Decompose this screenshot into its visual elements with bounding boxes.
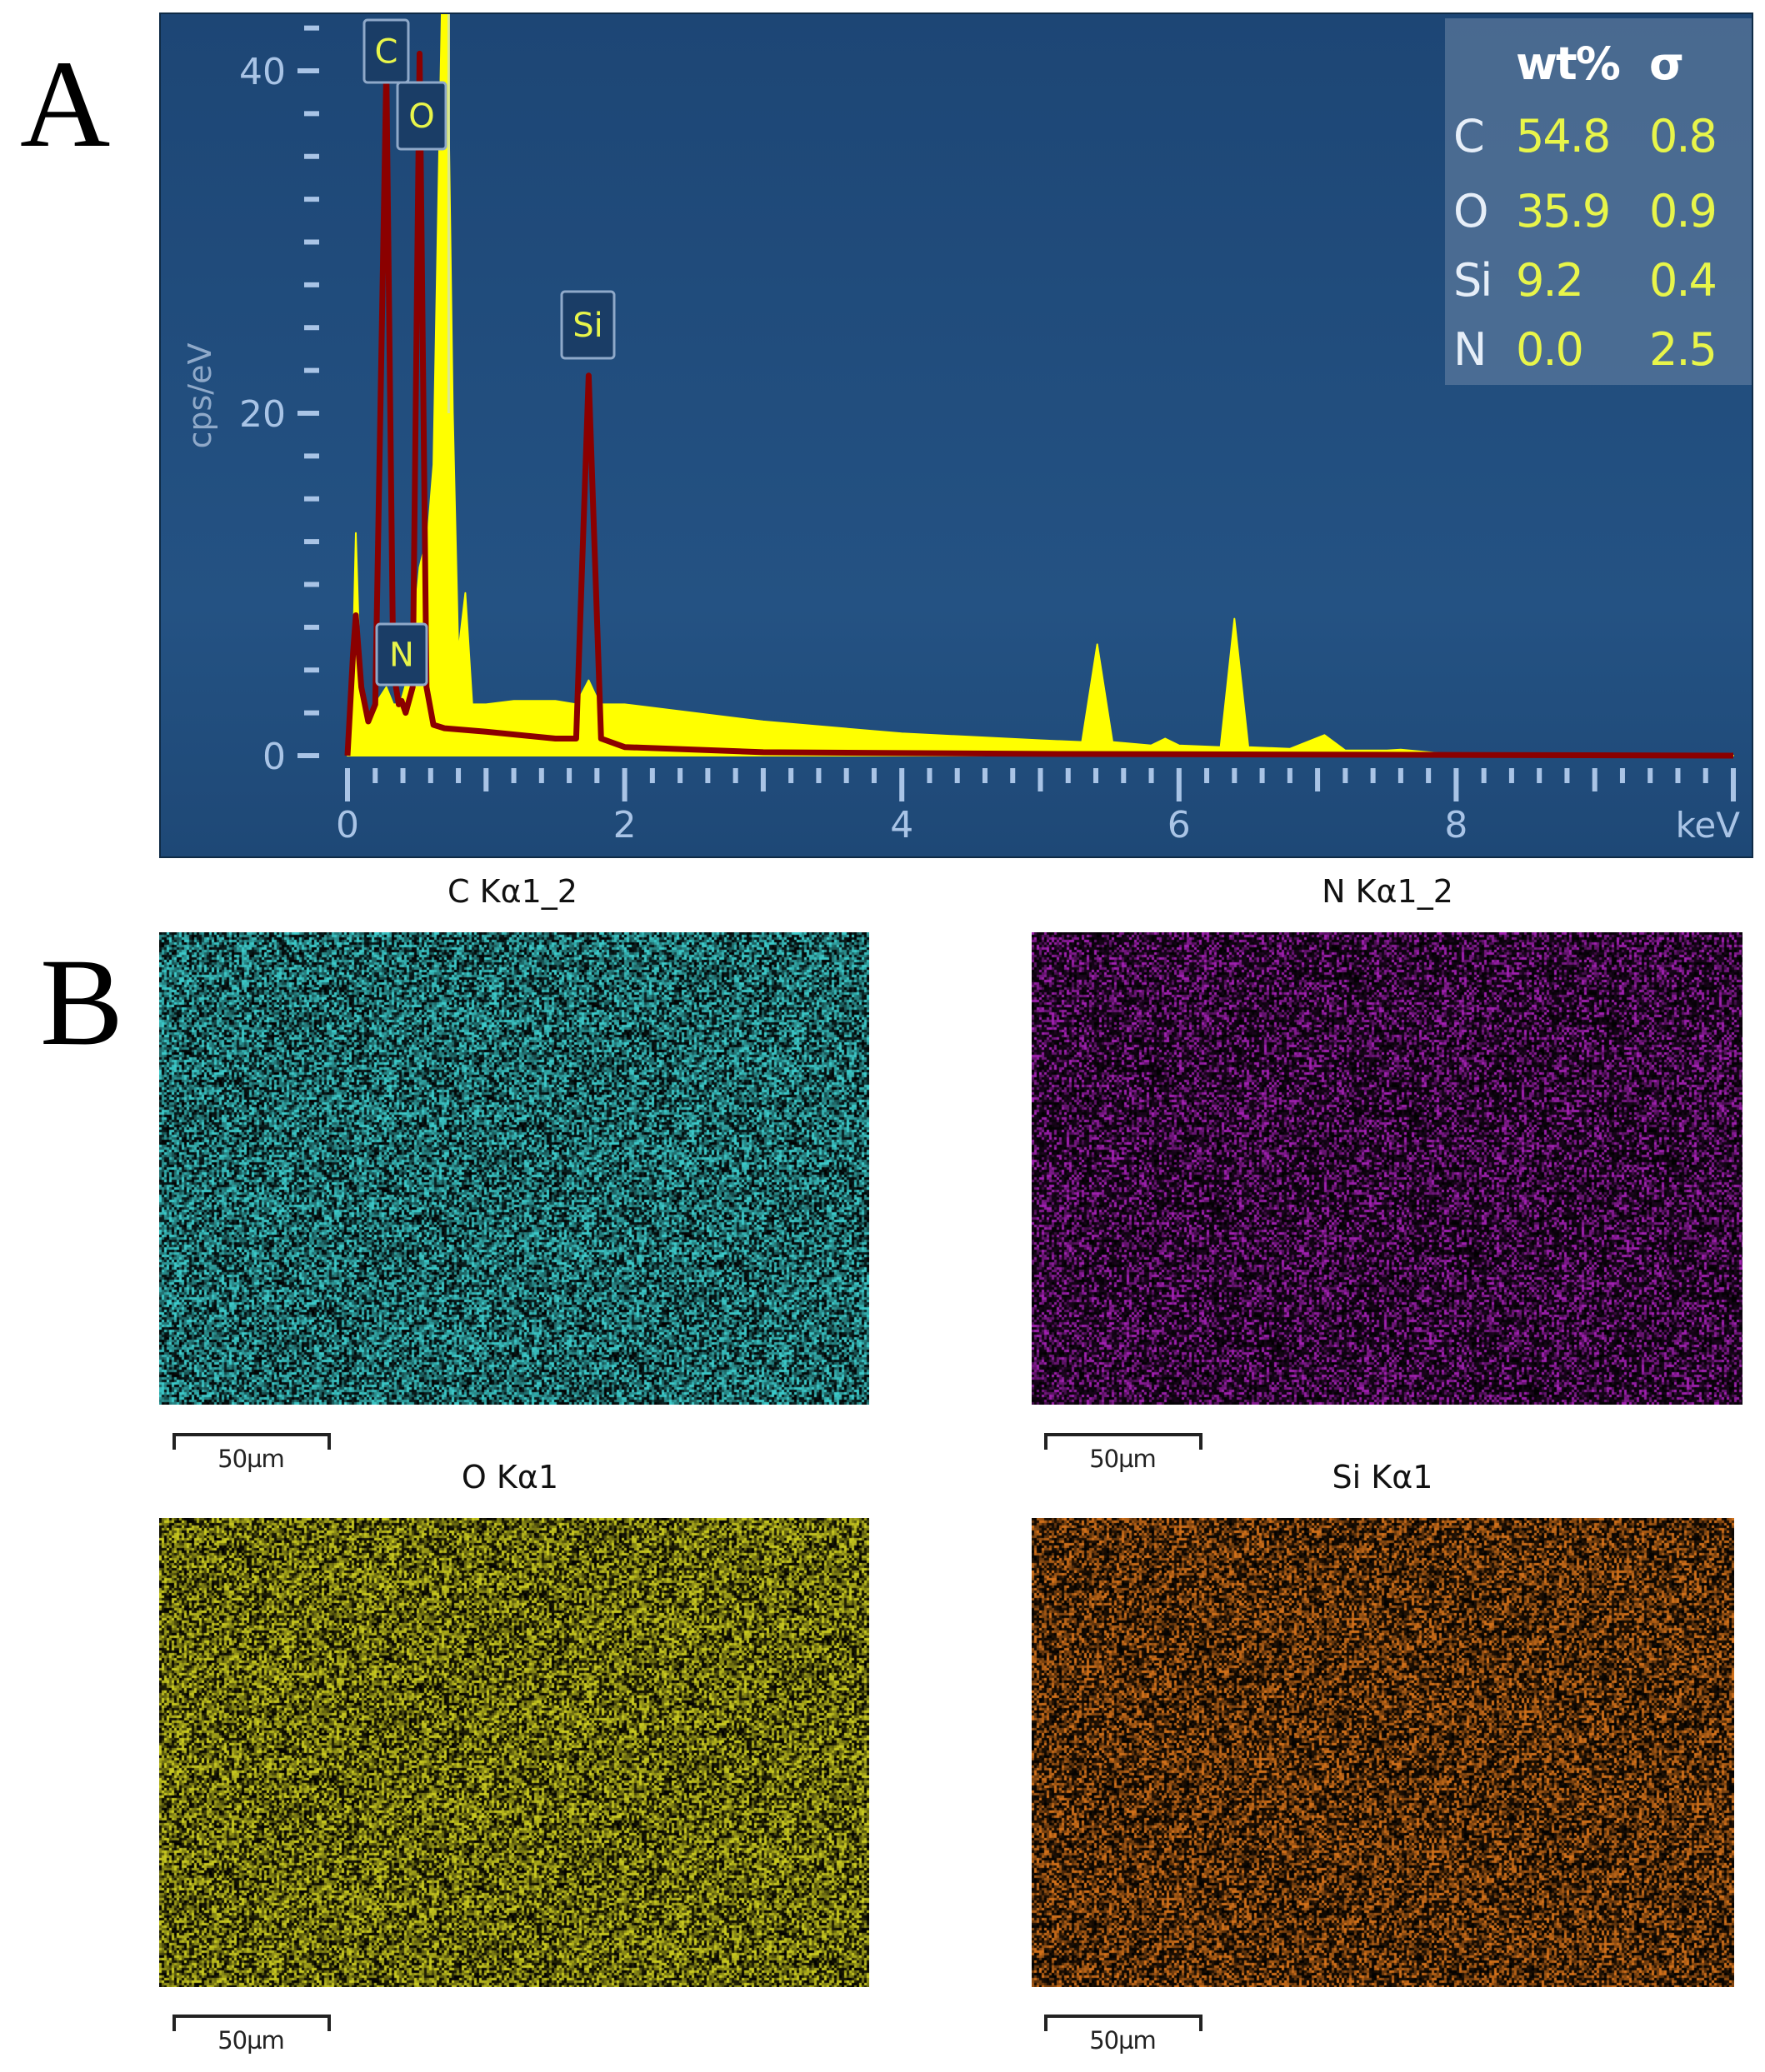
peak-label-n: N — [389, 637, 414, 675]
scale-label-o: 50µm — [218, 2026, 285, 2055]
y-tick-label: 20 — [239, 393, 286, 436]
eds-spectrum-chart: 0 20 40 cps/eV 0 2 4 6 8 keV C O N Si wt% σ C 54.8 0.… — [159, 12, 1753, 858]
y-tick-label: 40 — [239, 51, 286, 93]
scale-label-n: 50µm — [1089, 1445, 1157, 1473]
x-axis-unit-label: keV — [1676, 805, 1741, 846]
map-title-o: O Kα1 — [461, 1459, 559, 1495]
peak-label-box — [375, 622, 428, 687]
peak-label-o: O — [408, 97, 434, 136]
legend-sigma: 2.5 — [1649, 323, 1718, 376]
legend-wt: 9.2 — [1516, 254, 1584, 307]
legend-header-wt: wt% — [1516, 37, 1621, 90]
peak-label-si: Si — [572, 307, 603, 345]
x-tick-label: 2 — [613, 804, 637, 846]
peak-label-box — [396, 81, 448, 151]
legend-sigma: 0.4 — [1649, 254, 1718, 307]
peak-label-box — [362, 18, 410, 84]
y-axis-label: cps/eV — [182, 343, 218, 449]
panel-label-a: A — [20, 35, 111, 173]
legend-wt: 35.9 — [1516, 185, 1611, 237]
peak-label-c: C — [375, 33, 398, 72]
oxygen-map-image — [159, 1518, 869, 1987]
y-tick-label: 0 — [262, 736, 286, 778]
legend-sigma: 0.8 — [1649, 110, 1718, 162]
map-title-n: N Kα1_2 — [1322, 873, 1453, 910]
scale-bar-n — [1044, 1433, 1202, 1450]
x-tick-label: 4 — [890, 804, 913, 846]
x-tick-label: 0 — [336, 804, 359, 846]
peak-label-box — [560, 290, 616, 360]
scale-label-c: 50µm — [218, 1445, 285, 1473]
scale-bar-c — [172, 1433, 331, 1450]
composition-legend: wt% σ C 54.8 0.8 O 35.9 0.9 Si 9.2 0.4 N… — [1445, 18, 1752, 385]
legend-wt: 0.0 — [1516, 323, 1584, 376]
scale-bar-si — [1044, 2015, 1202, 2031]
map-title-si: Si Kα1 — [1332, 1459, 1433, 1495]
legend-wt: 54.8 — [1516, 110, 1611, 162]
map-title-c: C Kα1_2 — [448, 873, 578, 910]
scale-label-si: 50µm — [1089, 2026, 1157, 2055]
legend-element: N — [1453, 323, 1487, 376]
scale-bar-o — [172, 2015, 331, 2031]
panel-label-b: B — [40, 933, 124, 1071]
legend-element: O — [1453, 185, 1488, 237]
fitted-spectrum-line — [344, 50, 1734, 759]
silicon-map-image — [1032, 1518, 1734, 1987]
legend-sigma: 0.9 — [1649, 185, 1718, 237]
legend-element: Si — [1453, 254, 1492, 307]
legend-header-sigma: σ — [1649, 37, 1684, 90]
carbon-map-image — [159, 932, 869, 1405]
legend-element: C — [1453, 110, 1485, 162]
x-tick-label: 8 — [1444, 804, 1468, 846]
x-tick-label: 6 — [1168, 804, 1191, 846]
nitrogen-map-image — [1032, 932, 1742, 1405]
